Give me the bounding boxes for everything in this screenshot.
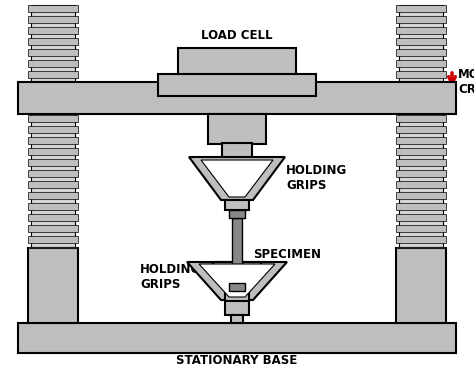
Polygon shape [187, 262, 287, 300]
Text: HOLDING
GRIPS: HOLDING GRIPS [286, 164, 347, 192]
Polygon shape [28, 170, 78, 177]
Polygon shape [225, 300, 249, 315]
Polygon shape [208, 114, 266, 144]
Polygon shape [396, 49, 446, 56]
Polygon shape [158, 74, 316, 96]
Polygon shape [28, 214, 78, 221]
Polygon shape [28, 115, 78, 122]
Text: LOAD CELL: LOAD CELL [201, 29, 273, 42]
Polygon shape [396, 38, 446, 45]
Polygon shape [396, 225, 446, 232]
Polygon shape [28, 247, 78, 248]
Polygon shape [396, 159, 446, 166]
Polygon shape [28, 49, 78, 56]
Polygon shape [396, 214, 446, 221]
Polygon shape [396, 16, 446, 23]
Polygon shape [28, 60, 78, 67]
Polygon shape [28, 137, 78, 144]
Polygon shape [396, 71, 446, 78]
Polygon shape [396, 5, 446, 12]
Polygon shape [28, 82, 78, 89]
Polygon shape [31, 5, 75, 248]
Polygon shape [396, 148, 446, 155]
Polygon shape [396, 236, 446, 243]
Polygon shape [396, 104, 446, 111]
Polygon shape [396, 60, 446, 67]
Polygon shape [220, 277, 254, 285]
Polygon shape [396, 27, 446, 34]
Polygon shape [396, 115, 446, 122]
Polygon shape [232, 218, 242, 286]
Polygon shape [396, 137, 446, 144]
Polygon shape [28, 5, 78, 12]
Polygon shape [28, 16, 78, 23]
Text: MOVING
CROSSHEAD: MOVING CROSSHEAD [458, 68, 474, 96]
Polygon shape [28, 104, 78, 111]
Polygon shape [396, 192, 446, 199]
Polygon shape [201, 160, 273, 197]
Polygon shape [396, 93, 446, 100]
Polygon shape [189, 157, 285, 200]
Polygon shape [28, 248, 78, 323]
Polygon shape [396, 181, 446, 188]
Polygon shape [28, 148, 78, 155]
Polygon shape [28, 159, 78, 166]
Polygon shape [28, 203, 78, 210]
Polygon shape [396, 126, 446, 133]
Polygon shape [396, 248, 446, 323]
Polygon shape [28, 192, 78, 199]
Text: STATIONARY BASE: STATIONARY BASE [176, 354, 298, 366]
Polygon shape [396, 82, 446, 89]
Polygon shape [18, 323, 456, 353]
Polygon shape [396, 247, 446, 248]
Polygon shape [28, 236, 78, 243]
Polygon shape [28, 27, 78, 34]
Polygon shape [229, 210, 245, 218]
Polygon shape [396, 170, 446, 177]
Polygon shape [213, 262, 261, 277]
Polygon shape [225, 200, 249, 210]
Text: HOLDING
GRIPS: HOLDING GRIPS [140, 263, 201, 291]
Polygon shape [28, 126, 78, 133]
Polygon shape [18, 82, 456, 114]
Polygon shape [28, 71, 78, 78]
Text: SPECIMEN: SPECIMEN [253, 249, 321, 262]
Polygon shape [229, 283, 245, 291]
Polygon shape [231, 315, 243, 323]
Polygon shape [28, 93, 78, 100]
Polygon shape [28, 225, 78, 232]
Polygon shape [28, 181, 78, 188]
Polygon shape [222, 143, 252, 158]
Polygon shape [178, 48, 296, 83]
Polygon shape [225, 291, 249, 301]
Polygon shape [28, 38, 78, 45]
Polygon shape [199, 264, 275, 297]
Polygon shape [399, 5, 443, 248]
Polygon shape [396, 203, 446, 210]
